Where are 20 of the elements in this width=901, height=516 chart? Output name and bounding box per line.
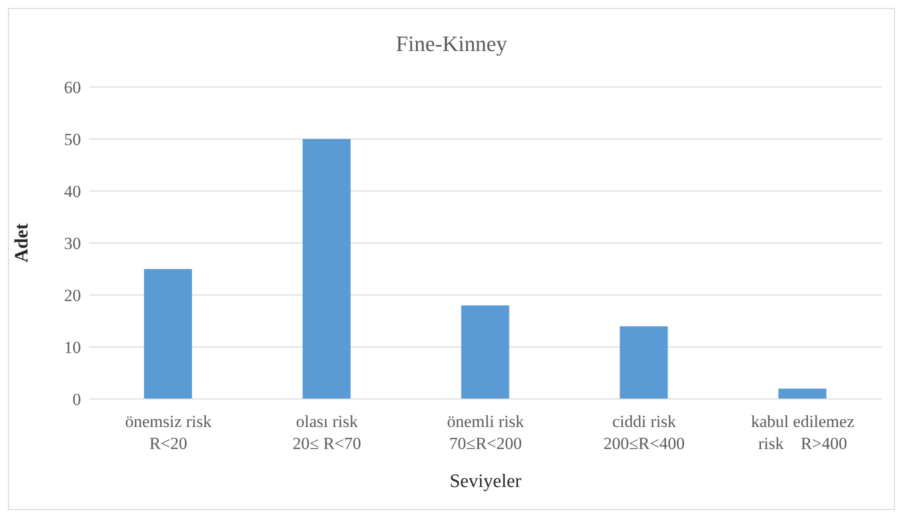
x-tick-label: önemsiz risk R<20 <box>125 412 212 453</box>
chart-title: Fine-Kinney <box>394 31 508 57</box>
y-tick-label: 40 <box>64 182 81 202</box>
y-tick-label: 10 <box>64 338 81 358</box>
y-tick-label: 60 <box>64 78 81 98</box>
bar <box>461 305 510 399</box>
y-tick-label: 0 <box>72 390 81 410</box>
x-tick-label: önemli risk 70≤R<200 <box>447 412 524 453</box>
y-tick-label: 50 <box>64 130 81 150</box>
y-tick-label: 30 <box>64 234 81 254</box>
x-tick-label: ciddi risk 200≤R<400 <box>603 412 685 453</box>
x-tick-label: olası risk 20≤ R<70 <box>292 412 362 453</box>
bar <box>778 388 826 399</box>
bar <box>620 326 668 399</box>
bar <box>144 269 192 399</box>
bar <box>302 139 351 399</box>
x-axis-title: Seviyeler <box>450 471 522 492</box>
y-tick-label: 20 <box>64 286 81 306</box>
y-axis-title: Adet <box>12 222 33 263</box>
x-tick-label: kabul edilemez risk R>400 <box>751 412 855 453</box>
